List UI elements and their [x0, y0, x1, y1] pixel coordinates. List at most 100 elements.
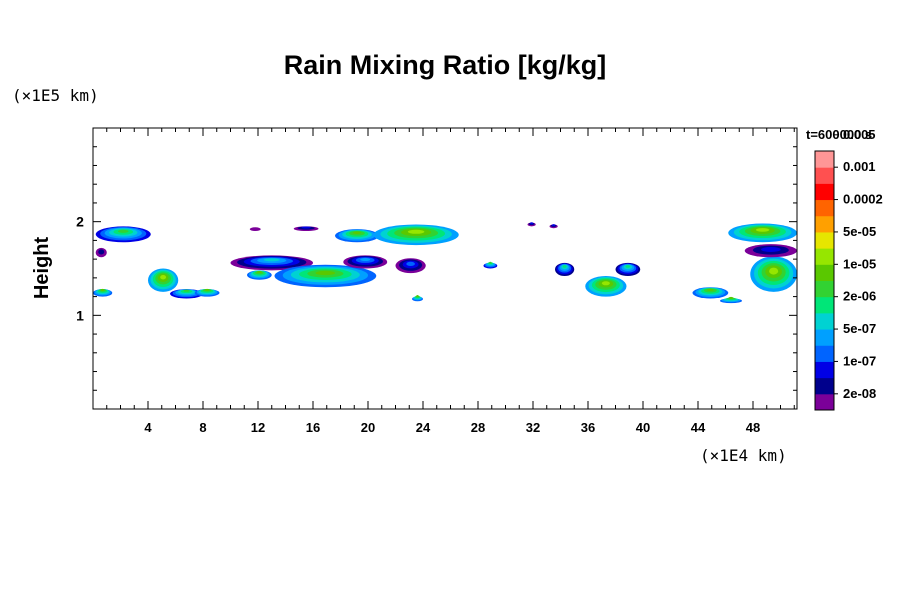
colorbar-swatch	[815, 345, 834, 362]
colorbar-swatch	[815, 393, 834, 411]
rain-cell	[395, 258, 426, 274]
colorbar-swatch	[815, 215, 834, 233]
colorbar-label: 2e-06	[843, 289, 876, 304]
rain-cell-contour	[562, 265, 567, 268]
colorbar-frame	[814, 150, 835, 411]
colorbar-swatch	[815, 377, 834, 395]
colorbar: 2e-08 1e-07 5e-07 2e-06 1e-05 5e-05 0.0002 0.00…	[814, 127, 883, 411]
rain-cell	[335, 229, 379, 243]
rain-cell-contour	[360, 258, 371, 262]
x-tick-label: 36	[581, 420, 595, 435]
rain-cell-contour	[706, 288, 714, 291]
rain-cell-contour	[249, 227, 261, 232]
x-tick-label: 48	[746, 420, 760, 435]
x-tick-label: 20	[361, 420, 375, 435]
rain-cell	[483, 261, 498, 269]
y-tick-label: 1	[76, 307, 84, 323]
x-tick-label: 44	[691, 420, 706, 435]
rain-cell	[93, 288, 113, 297]
rain-cell	[750, 256, 797, 292]
rain-cell	[728, 223, 797, 243]
colorbar-swatch	[815, 151, 834, 168]
colorbar-label: 1e-07	[843, 353, 876, 368]
y-axis-ticks: 12	[76, 146, 797, 391]
colorbar-swatch	[815, 167, 834, 184]
x-tick-label: 40	[636, 420, 650, 435]
colorbar-swatch	[815, 329, 834, 346]
rain-cell-contour	[263, 258, 280, 262]
colorbar-label: 1e-05	[843, 256, 876, 271]
rain-cell-contour	[625, 265, 631, 268]
rain-cell-contour	[489, 261, 492, 264]
x-tick-label: 28	[471, 420, 485, 435]
rain-cell-contour	[100, 288, 105, 291]
rain-cell-contour	[769, 267, 779, 275]
rain-cell	[343, 255, 388, 269]
rain-cell	[527, 222, 536, 227]
colorbar-label: 0.001	[843, 159, 876, 174]
rain-cell	[95, 247, 107, 258]
rain-cell	[194, 288, 220, 297]
rain-cell-contour	[407, 229, 425, 234]
y-unit-label: (×1E5 km)	[12, 86, 99, 105]
x-tick-label: 24	[416, 420, 431, 435]
colorbar-swatch	[815, 199, 834, 217]
rain-cell-contour	[301, 226, 311, 229]
rain-cell-contour	[416, 294, 419, 297]
rain-cell	[373, 224, 459, 246]
rain-cell	[549, 224, 558, 229]
rain-cell	[230, 255, 313, 271]
x-axis-ticks: 4 8 12 16 20 24 28 32 36 40 44 48	[106, 128, 795, 435]
x-tick-label: 4	[144, 420, 152, 435]
rain-cell	[615, 262, 641, 276]
colorbar-swatch	[815, 248, 834, 265]
colorbar-swatch	[815, 231, 834, 249]
rain-cell	[249, 227, 261, 232]
colorbar-swatch	[815, 312, 834, 330]
rain-cell	[555, 262, 575, 276]
chart-title: Rain Mixing Ratio [kg/kg]	[284, 50, 607, 80]
x-unit-label: (×1E4 km)	[700, 446, 787, 465]
y-tick-label: 2	[76, 214, 84, 230]
rain-cell	[692, 287, 729, 299]
data-field	[93, 222, 797, 304]
colorbar-label: 0.005	[843, 127, 876, 142]
rain-cell-contour	[98, 249, 105, 255]
y-axis-label: Height	[31, 237, 53, 300]
time-label: t=600000 s	[806, 127, 872, 142]
rain-cell-contour	[117, 229, 129, 233]
colorbar-swatch	[815, 280, 834, 298]
colorbar-swatch	[815, 296, 834, 314]
rain-cell-contour	[183, 289, 190, 292]
x-tick-label: 16	[306, 420, 320, 435]
rain-cell	[95, 226, 151, 243]
colorbar-label: 2e-08	[843, 386, 876, 401]
rain-cell-contour	[256, 271, 262, 274]
rain-cell	[293, 226, 319, 232]
rain-cell	[585, 275, 627, 297]
rain-cell	[247, 270, 272, 280]
rain-cell-contour	[315, 270, 336, 276]
colorbar-label: 5e-07	[843, 321, 876, 336]
rain-cell-contour	[601, 281, 610, 286]
x-tick-label: 32	[526, 420, 540, 435]
rain-cell-contour	[160, 274, 167, 280]
colorbar-label: 5e-05	[843, 224, 876, 239]
rain-cell	[148, 268, 179, 292]
colorbar-swatch	[815, 183, 834, 201]
rain-cell	[170, 289, 203, 299]
rain-cell	[412, 294, 423, 302]
rain-cell-contour	[728, 296, 734, 299]
colorbar-label: 0.0002	[843, 192, 883, 207]
rain-cell-contour	[406, 261, 415, 267]
colorbar-swatch	[815, 264, 834, 281]
plot-frame	[92, 127, 798, 410]
rain-cell-contour	[204, 288, 210, 291]
rain-cell	[744, 244, 797, 258]
x-tick-label: 12	[251, 420, 265, 435]
rain-cell-contour	[755, 228, 770, 232]
rain-cell	[274, 264, 377, 288]
rain-cell	[720, 296, 742, 304]
